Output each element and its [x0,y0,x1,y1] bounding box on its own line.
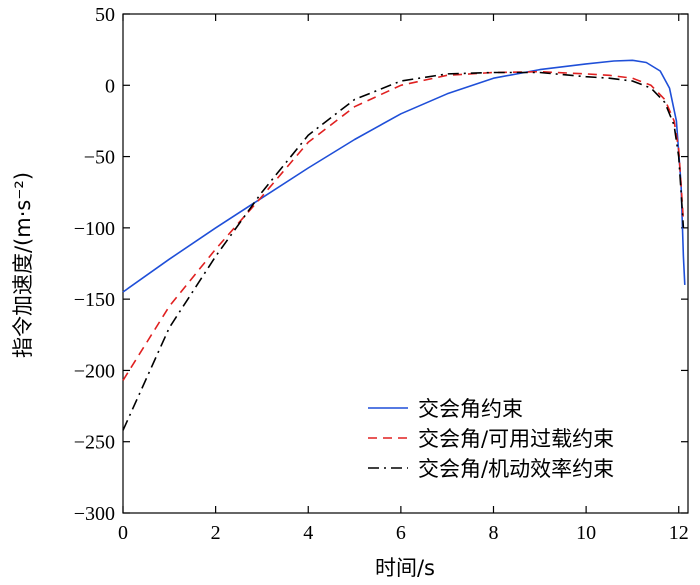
y-tick-label: −200 [74,360,115,382]
y-tick-label: −250 [74,432,115,454]
x-axis-title: 时间/s [375,556,435,580]
x-tick-label: 8 [488,522,498,544]
y-tick-label: 50 [95,4,115,26]
y-axis-title: 指令加速度/(m·s⁻²) [11,172,35,358]
y-tick-label: 0 [105,75,115,97]
y-tick-label: −300 [74,503,115,525]
y-axis: 50 0 −50 −100 −150 −200 −250 −300 [74,4,688,525]
y-tick-label: −50 [84,147,115,169]
y-tick-label: −100 [74,218,115,240]
legend-label-2: 交会角/可用过载约束 [418,427,614,451]
x-tick-label: 10 [576,522,596,544]
x-tick-label: 4 [303,522,313,544]
plot-border [122,13,689,514]
y-tick-label: −150 [74,289,115,311]
series-line-2 [122,70,685,381]
legend-label-1: 交会角约束 [418,397,523,421]
series-line-1 [122,59,686,293]
x-tick-label: 12 [669,522,689,544]
x-tick-label: 0 [118,522,128,544]
legend-label-3: 交会角/机动效率约束 [418,457,614,481]
x-tick-label: 6 [396,522,406,544]
x-axis: 0 2 4 6 8 10 12 [118,14,689,544]
series-layer [122,59,686,431]
x-tick-label: 2 [211,522,221,544]
plot-frame [122,13,689,514]
series-line-3 [122,71,685,431]
